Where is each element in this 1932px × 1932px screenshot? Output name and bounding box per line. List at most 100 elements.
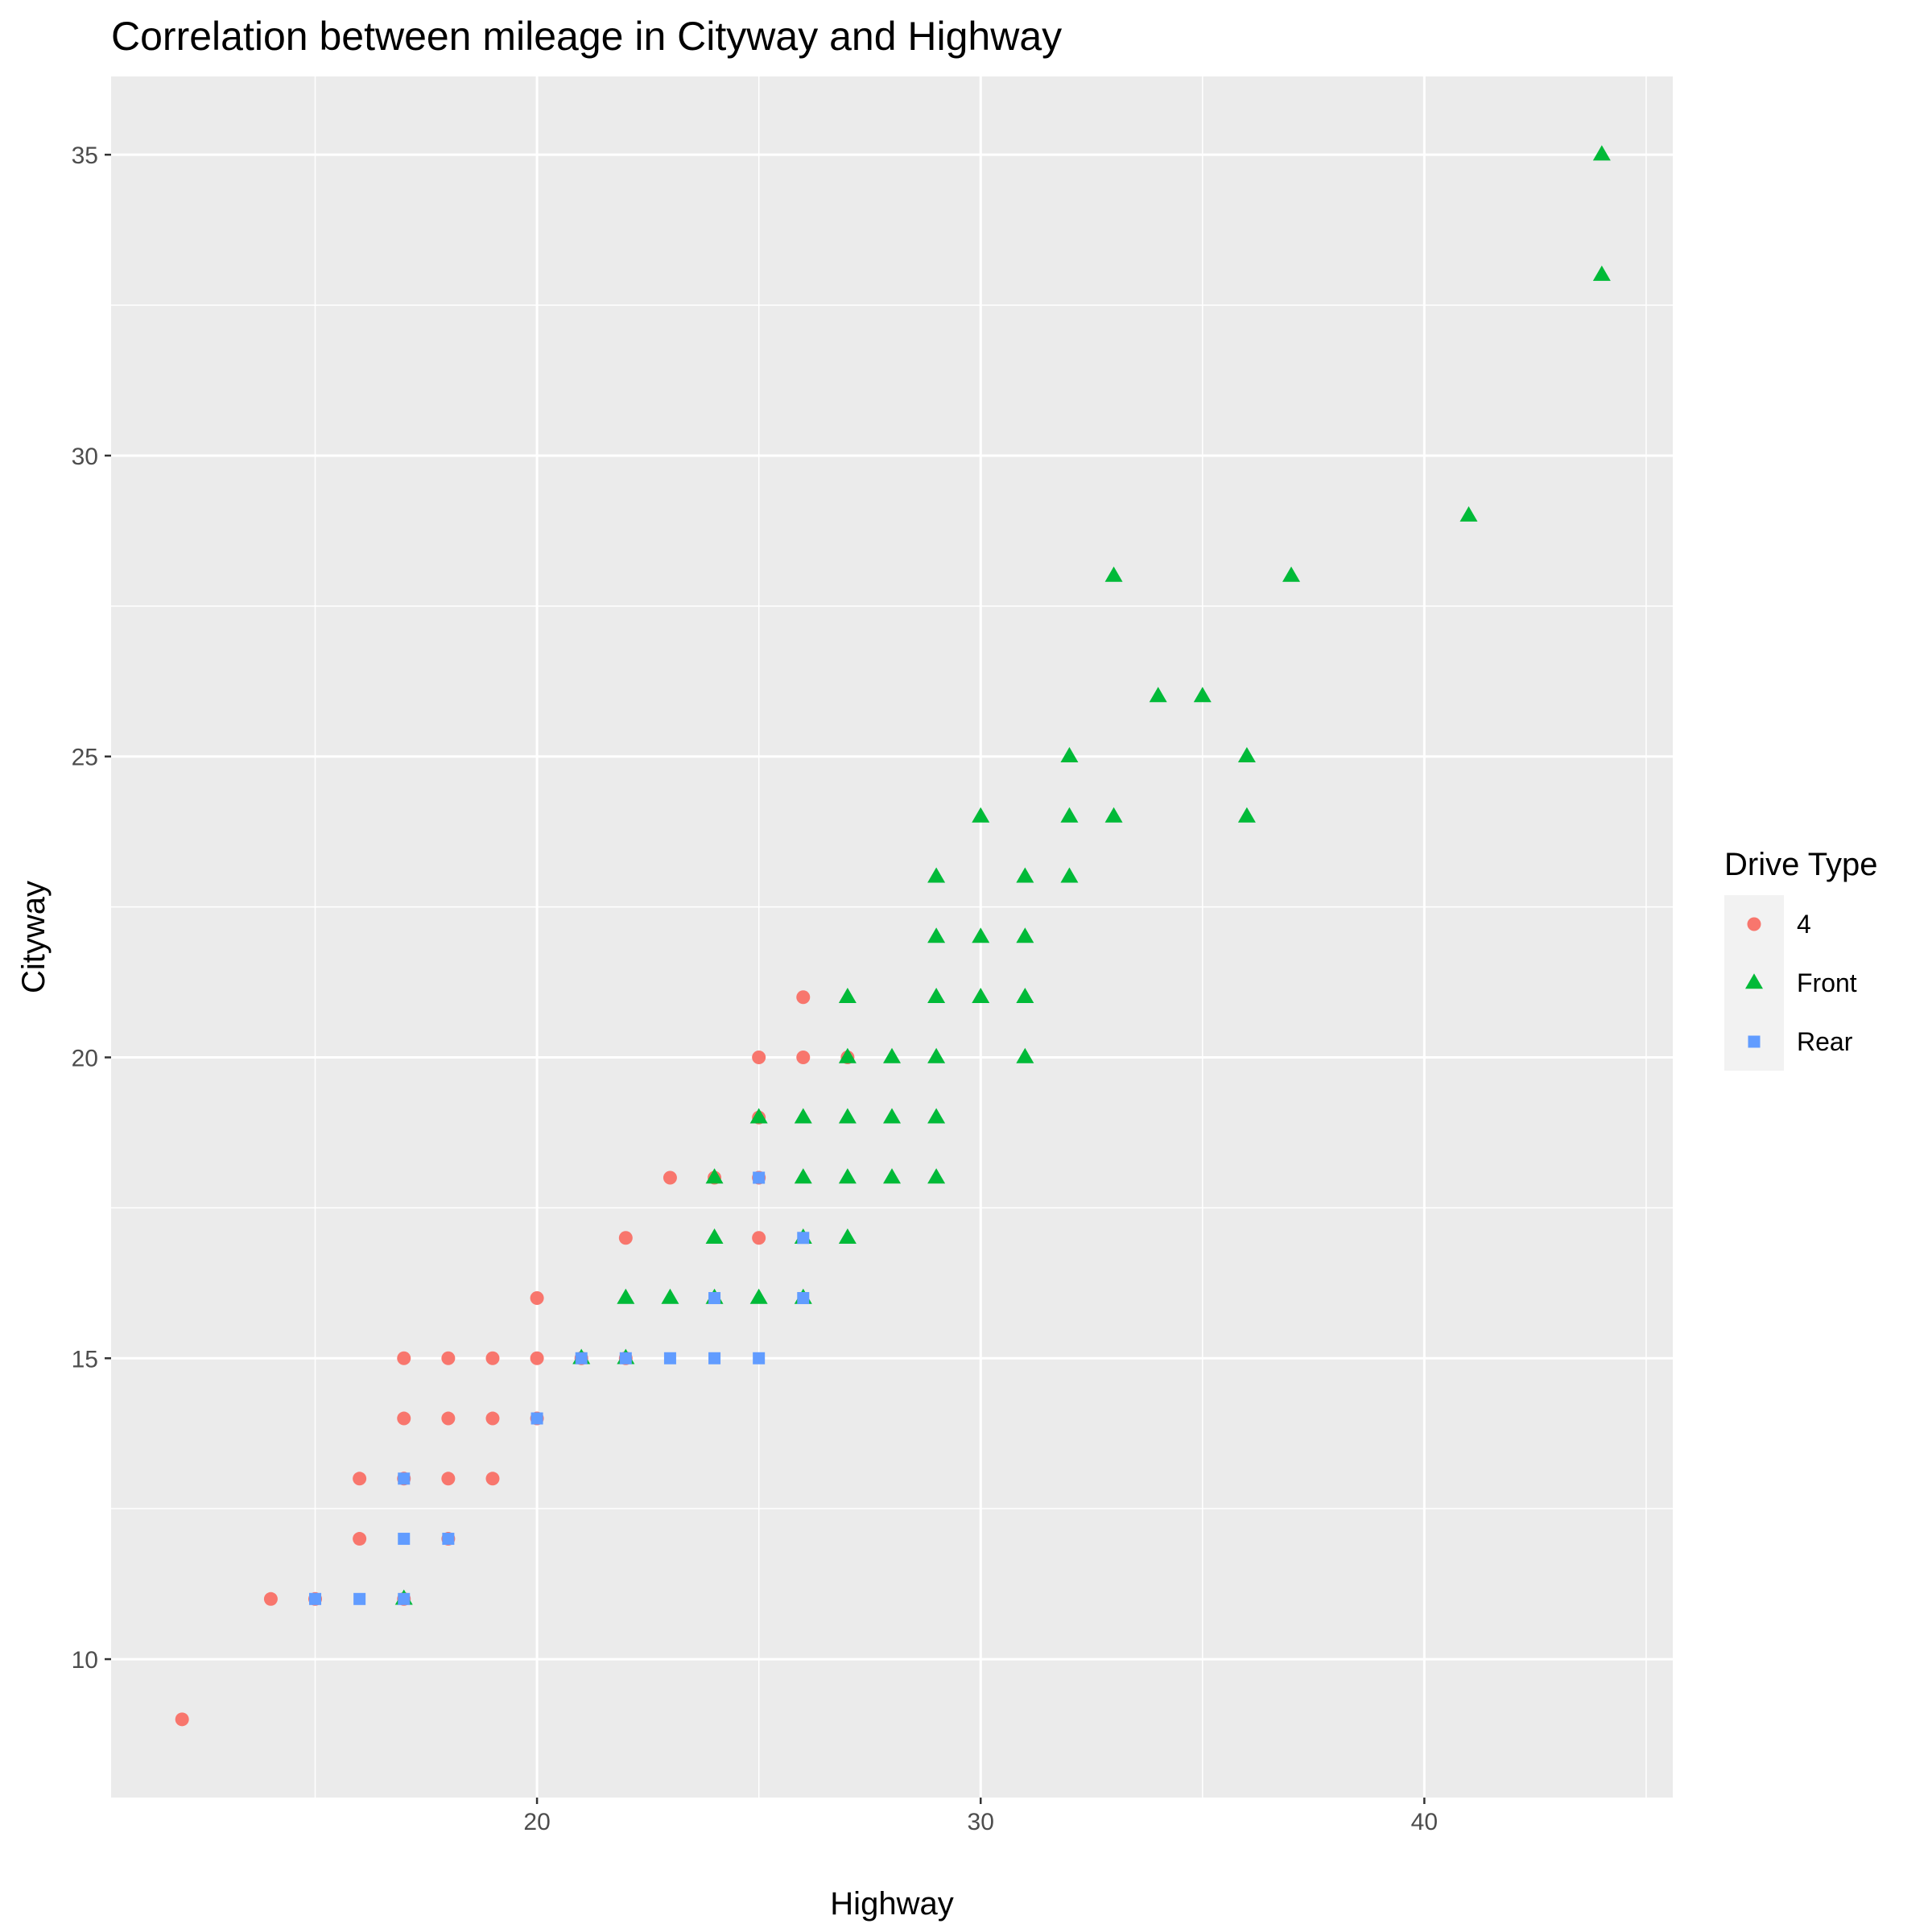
x-tick-label: 40	[1411, 1809, 1438, 1835]
data-point	[663, 1352, 676, 1364]
data-point	[1193, 687, 1212, 703]
legend-key-triangle	[1745, 973, 1763, 989]
data-point	[1104, 807, 1123, 823]
data-point	[485, 1351, 500, 1365]
data-point	[794, 1168, 812, 1184]
data-point	[1060, 807, 1079, 823]
legend: Drive Type 4 Front Rear	[1724, 847, 1877, 1071]
data-point	[530, 1351, 544, 1365]
chart-title: Correlation between mileage in Cityway a…	[111, 14, 1062, 59]
data-point	[1237, 807, 1256, 823]
data-point	[838, 1228, 857, 1244]
data-point	[575, 1352, 588, 1364]
x-tick-label: 20	[523, 1809, 550, 1835]
y-tick-label: 20	[72, 1046, 98, 1072]
data-point	[1016, 1047, 1034, 1063]
series-rear	[309, 1171, 810, 1605]
data-point	[883, 1108, 901, 1124]
data-point	[441, 1411, 456, 1426]
data-point	[1592, 145, 1611, 161]
data-point	[972, 987, 990, 1003]
data-point	[1149, 687, 1167, 703]
data-point	[883, 1168, 901, 1184]
data-point	[927, 867, 946, 883]
data-point	[1104, 566, 1123, 582]
data-point	[753, 1171, 766, 1184]
data-point	[441, 1472, 456, 1486]
data-point	[1459, 506, 1478, 522]
y-axis-title: Cityway	[16, 881, 52, 993]
grid-lines	[111, 76, 1673, 1798]
data-point	[797, 1232, 810, 1245]
data-point	[309, 1592, 322, 1605]
data-point	[353, 1472, 367, 1486]
legend-item-rear: Rear	[1748, 1027, 1853, 1056]
data-point	[838, 1168, 857, 1184]
data-point	[927, 927, 946, 943]
data-point	[530, 1412, 543, 1425]
data-point	[796, 990, 811, 1005]
data-point	[752, 1051, 766, 1065]
data-point	[397, 1351, 411, 1365]
data-point	[972, 927, 990, 943]
x-axis-title: Highway	[830, 1886, 953, 1922]
data-point	[398, 1592, 411, 1605]
data-point	[796, 1051, 811, 1065]
legend-title: Drive Type	[1724, 847, 1877, 882]
legend-item-front: Front	[1745, 968, 1857, 997]
data-point	[485, 1411, 500, 1426]
data-point	[1016, 927, 1034, 943]
data-point	[927, 1047, 946, 1063]
y-tick-label: 35	[72, 142, 98, 169]
data-point	[441, 1351, 456, 1365]
data-point	[705, 1228, 724, 1244]
data-point	[883, 1047, 901, 1063]
y-tick-label: 10	[72, 1647, 98, 1674]
data-point	[708, 1292, 721, 1305]
data-point	[663, 1170, 677, 1185]
data-point	[617, 1288, 635, 1304]
y-tick-label: 15	[72, 1346, 98, 1373]
axis-ticks: 20 30 40 10 15 20 25 30 35	[72, 142, 1438, 1835]
data-point	[838, 1108, 857, 1124]
legend-label: Rear	[1797, 1027, 1853, 1056]
y-tick-label: 25	[72, 745, 98, 771]
data-point	[1592, 265, 1611, 281]
data-points	[175, 145, 1611, 1727]
data-point	[838, 1047, 857, 1063]
data-point	[398, 1533, 411, 1546]
data-point	[794, 1108, 812, 1124]
data-point	[972, 807, 990, 823]
data-point	[619, 1352, 632, 1364]
data-point	[708, 1352, 721, 1364]
legend-label: 4	[1797, 910, 1811, 939]
data-point	[397, 1411, 411, 1426]
data-point	[530, 1291, 544, 1306]
data-point	[927, 987, 946, 1003]
data-point	[485, 1472, 500, 1486]
data-point	[838, 987, 857, 1003]
legend-item-4: 4	[1747, 910, 1811, 939]
data-point	[398, 1472, 411, 1485]
data-point	[753, 1352, 766, 1364]
plot-panel	[111, 76, 1673, 1798]
series-front	[394, 145, 1611, 1605]
data-point	[927, 1168, 946, 1184]
legend-entries: 4 Front Rear	[1745, 910, 1857, 1056]
data-point	[1060, 867, 1079, 883]
data-point	[752, 1231, 766, 1245]
legend-key-circle	[1747, 917, 1761, 931]
data-point	[705, 1168, 724, 1184]
y-tick-label: 30	[72, 444, 98, 470]
data-point	[353, 1532, 367, 1546]
data-point	[1282, 566, 1301, 582]
legend-label: Front	[1797, 968, 1857, 997]
data-point	[749, 1288, 768, 1304]
data-point	[618, 1231, 633, 1245]
data-point	[1016, 867, 1034, 883]
data-point	[1016, 987, 1034, 1003]
data-point	[749, 1108, 768, 1124]
data-point	[175, 1712, 189, 1727]
data-point	[797, 1292, 810, 1305]
